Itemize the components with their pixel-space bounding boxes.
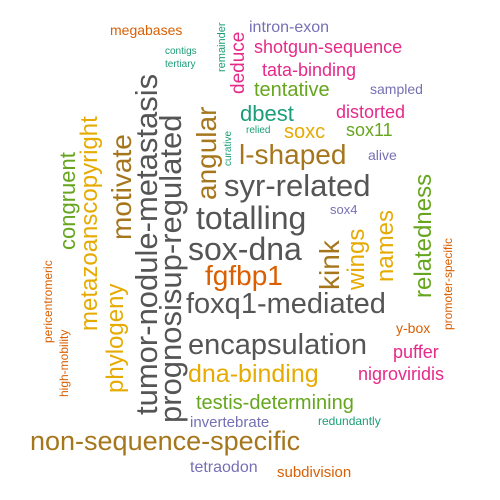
word-curative: curative	[223, 130, 234, 166]
word-invertebrate: invertebrate	[190, 414, 270, 431]
word-prognosisup-regulated: prognosisup-regulated	[153, 114, 188, 424]
word-syr-related: syr-related	[224, 168, 371, 203]
word-dbest: dbest	[240, 101, 294, 126]
word-l-shaped: l-shaped	[239, 139, 347, 170]
word-fgfbp1: fgfbp1	[205, 260, 283, 291]
word-soxc: soxc	[284, 121, 326, 143]
word-puffer: puffer	[393, 342, 439, 362]
word-encapsulation: encapsulation	[188, 329, 367, 361]
word-angular: angular	[191, 106, 222, 200]
word-foxq1-mediated: foxq1-mediated	[186, 288, 386, 320]
word-relied: relied	[246, 125, 271, 136]
word-dna-binding: dna-binding	[188, 360, 319, 388]
word-testis-determining: testis-determining	[196, 392, 354, 414]
word-contigs: contigs	[165, 46, 197, 57]
word-non-sequence-specific: non-sequence-specific	[30, 426, 301, 456]
word-metazoanscopyright: metazoanscopyright	[76, 116, 103, 331]
word-sox11: sox11	[346, 120, 393, 140]
word-wings: wings	[343, 228, 370, 290]
word-y-box: y-box	[396, 320, 431, 336]
word-alive: alive	[368, 147, 397, 163]
word-sox4: sox4	[330, 202, 358, 217]
word-shotgun-sequence: shotgun-sequence	[254, 37, 403, 57]
word-tata-binding: tata-binding	[262, 60, 357, 80]
word-nigroviridis: nigroviridis	[358, 364, 445, 384]
word-sampled: sampled	[370, 81, 423, 97]
word-phylogeny: phylogeny	[102, 283, 129, 393]
word-tertiary: tertiary	[165, 59, 196, 70]
word-subdivision: subdivision	[277, 464, 352, 481]
word-distorted: distorted	[336, 102, 406, 122]
word-high-mobility: high-mobility	[57, 329, 71, 397]
word-names: names	[372, 209, 399, 282]
word-kink: kink	[314, 240, 345, 290]
word-pericentromeric: pericentromeric	[41, 260, 55, 343]
word-sox-dna: sox-dna	[188, 231, 302, 267]
word-relatedness: relatedness	[410, 173, 437, 298]
word-totalling: totalling	[196, 200, 307, 236]
word-redundantly: redundantly	[318, 414, 381, 428]
word-intron-exon: intron-exon	[249, 19, 330, 36]
word-tentative: tentative	[254, 79, 330, 101]
word-tetraodon: tetraodon	[190, 459, 258, 476]
word-promoter-specific: promoter-specific	[441, 237, 455, 330]
word-remainder: remainder	[216, 22, 228, 72]
word-deduce: deduce	[228, 31, 249, 94]
word-megabases: megabases	[110, 22, 183, 38]
